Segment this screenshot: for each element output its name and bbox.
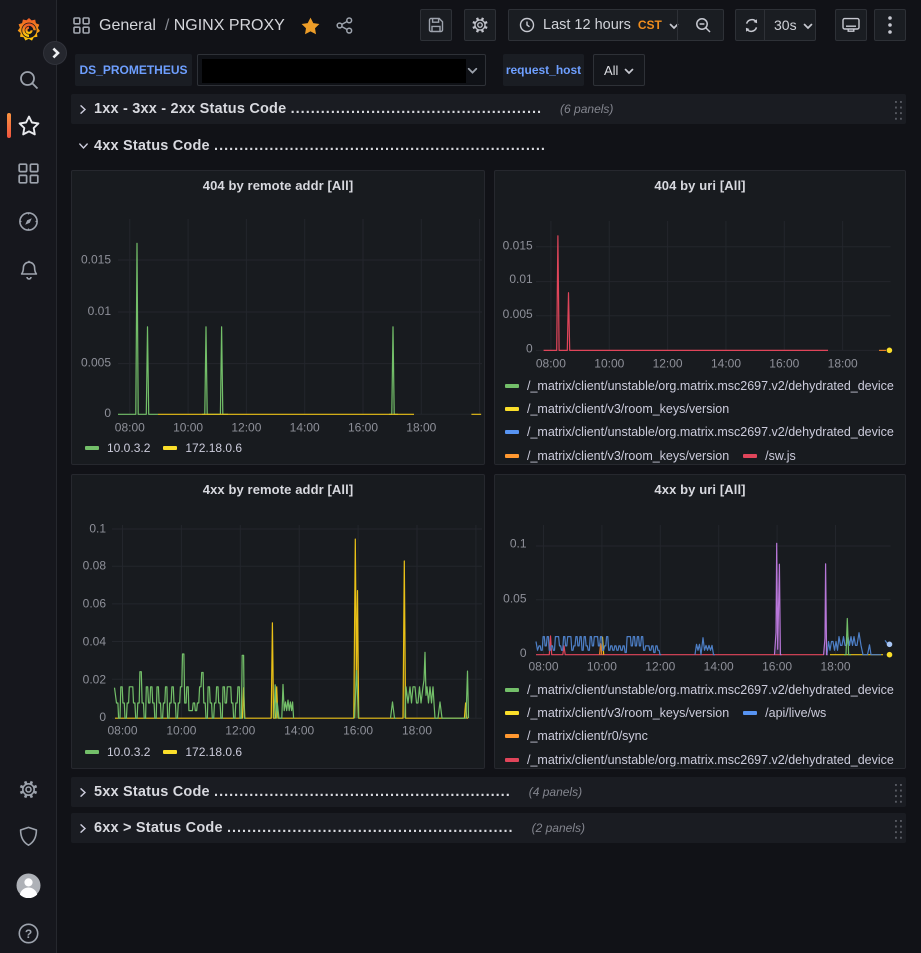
svg-text:0.1: 0.1 — [89, 521, 106, 535]
svg-text:16:00: 16:00 — [343, 723, 373, 737]
svg-text:0: 0 — [520, 646, 527, 660]
svg-text:0.02: 0.02 — [83, 672, 107, 686]
svg-text:14:00: 14:00 — [704, 659, 734, 673]
svg-text:0: 0 — [526, 341, 533, 355]
svg-text:10:00: 10:00 — [173, 420, 203, 434]
svg-text:0.04: 0.04 — [83, 634, 107, 648]
svg-text:12:00: 12:00 — [653, 356, 683, 370]
svg-text:0.005: 0.005 — [81, 356, 111, 370]
svg-text:10:00: 10:00 — [594, 356, 624, 370]
svg-text:0.015: 0.015 — [503, 238, 533, 252]
svg-text:18:00: 18:00 — [402, 723, 432, 737]
svg-text:12:00: 12:00 — [225, 723, 255, 737]
svg-text:14:00: 14:00 — [711, 356, 741, 370]
svg-text:08:00: 08:00 — [528, 659, 558, 673]
svg-text:14:00: 14:00 — [284, 723, 314, 737]
svg-text:08:00: 08:00 — [107, 723, 137, 737]
svg-text:0.015: 0.015 — [81, 253, 111, 267]
svg-text:18:00: 18:00 — [406, 420, 436, 434]
svg-text:0.05: 0.05 — [503, 592, 527, 606]
svg-text:18:00: 18:00 — [828, 356, 858, 370]
svg-text:0: 0 — [99, 710, 106, 724]
svg-text:12:00: 12:00 — [645, 659, 675, 673]
svg-text:0: 0 — [104, 406, 111, 420]
svg-text:0.06: 0.06 — [83, 597, 107, 611]
svg-text:16:00: 16:00 — [769, 356, 799, 370]
svg-text:0.01: 0.01 — [509, 272, 533, 286]
svg-text:08:00: 08:00 — [115, 420, 145, 434]
svg-text:0.01: 0.01 — [88, 304, 112, 318]
svg-text:16:00: 16:00 — [762, 659, 792, 673]
svg-text:0.1: 0.1 — [510, 537, 527, 551]
svg-text:?: ? — [25, 927, 32, 941]
svg-text:0.08: 0.08 — [83, 558, 107, 572]
svg-text:08:00: 08:00 — [536, 356, 566, 370]
svg-text:16:00: 16:00 — [348, 420, 378, 434]
svg-text:14:00: 14:00 — [290, 420, 320, 434]
svg-text:10:00: 10:00 — [587, 659, 617, 673]
svg-text:12:00: 12:00 — [231, 420, 261, 434]
svg-text:0.005: 0.005 — [503, 307, 533, 321]
svg-text:18:00: 18:00 — [820, 659, 850, 673]
svg-text:10:00: 10:00 — [166, 723, 196, 737]
